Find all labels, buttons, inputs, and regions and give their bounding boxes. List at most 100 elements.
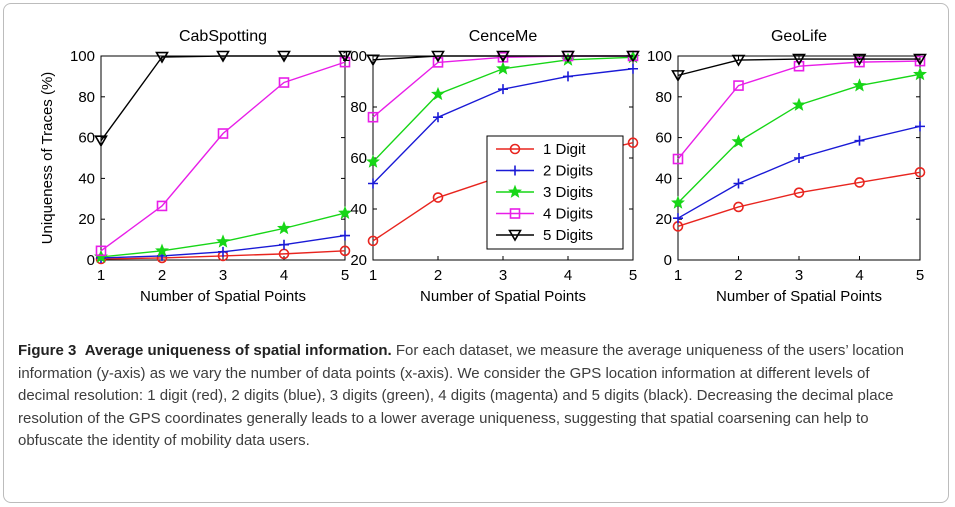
series-4-digits xyxy=(95,56,351,257)
legend-marker xyxy=(509,208,521,219)
series-line xyxy=(677,125,921,219)
figure-frame xyxy=(3,3,949,503)
data-point xyxy=(914,166,926,178)
y-tick-label: 20 xyxy=(350,252,367,269)
series-3-digits xyxy=(94,205,352,263)
series-1-digit xyxy=(672,166,926,232)
legend-marker xyxy=(509,143,521,155)
series-line xyxy=(372,55,633,61)
legend-item: 3 Digits xyxy=(496,184,593,201)
data-point xyxy=(216,50,230,63)
data-point xyxy=(915,121,925,132)
series-5-digits xyxy=(671,53,927,82)
data-point xyxy=(852,78,867,92)
y-tick-label: 100 xyxy=(647,48,672,65)
chart-panel-1: 1 2 3 4 5 0 20 40 60 80 100 CabSpotting Number of Sp… xyxy=(39,28,352,305)
x-axis-label: Number of Spatial Points xyxy=(140,288,306,305)
legend-marker xyxy=(510,165,520,176)
series-2-digits xyxy=(368,63,638,189)
data-point xyxy=(673,213,683,224)
legend-item: 4 Digits xyxy=(496,206,593,223)
x-tick-label: 5 xyxy=(341,267,349,284)
y-tick-label: 20 xyxy=(78,211,95,228)
data-point xyxy=(216,234,230,248)
data-point xyxy=(155,51,169,64)
caption-label: Figure 3 xyxy=(18,342,77,359)
y-tick-label: 80 xyxy=(350,99,367,116)
legend-label: 2 Digits xyxy=(543,163,593,180)
data-point xyxy=(340,230,350,241)
data-point xyxy=(367,235,379,247)
series-line xyxy=(100,55,345,142)
y-tick-label: 100 xyxy=(70,48,95,65)
data-point xyxy=(733,80,744,91)
legend-marker xyxy=(508,229,522,242)
data-point xyxy=(913,67,927,81)
x-tick-label: 3 xyxy=(219,267,227,284)
y-tick-label: 60 xyxy=(350,150,367,167)
data-point xyxy=(672,153,684,165)
x-tick-label: 1 xyxy=(369,267,377,284)
data-point xyxy=(671,70,685,82)
data-point xyxy=(432,57,444,68)
data-point xyxy=(628,63,638,74)
x-axis-label: Number of Spatial Points xyxy=(420,288,586,305)
legend-label: 4 Digits xyxy=(543,206,593,223)
data-point xyxy=(794,153,804,163)
data-point xyxy=(563,71,573,82)
x-tick-label: 2 xyxy=(734,267,742,284)
data-point xyxy=(561,50,575,63)
data-point xyxy=(733,201,744,213)
series-5-digits xyxy=(366,50,640,67)
legend: 1 Digit 2 Digits 3 Digits 4 Digits 5 Digits xyxy=(486,135,624,250)
legend-label: 1 Digit xyxy=(543,141,586,158)
data-point xyxy=(433,112,443,123)
data-point xyxy=(432,192,444,203)
legend-item: 2 Digits xyxy=(496,163,593,180)
data-point xyxy=(852,53,867,66)
y-tick-label: 20 xyxy=(655,211,672,228)
x-tick-label: 3 xyxy=(499,267,507,284)
chart-title: CabSpotting xyxy=(179,28,267,45)
data-point xyxy=(279,239,289,250)
data-point xyxy=(498,84,508,95)
caption-title: Average uniqueness of spatial informatio… xyxy=(84,342,392,359)
series-5-digits xyxy=(94,50,352,148)
x-tick-label: 2 xyxy=(158,267,166,284)
caption-text: For each dataset, we measure the average… xyxy=(18,342,904,449)
data-point xyxy=(792,53,806,66)
data-point xyxy=(366,54,380,67)
data-point xyxy=(733,178,744,189)
data-point xyxy=(626,50,640,63)
data-point xyxy=(431,86,445,101)
data-point xyxy=(278,77,290,88)
chart-panel-3: 1 2 3 4 5 0 20 40 60 80 100 GeoLife Number of Spatia… xyxy=(647,28,927,305)
y-tick-label: 40 xyxy=(78,170,95,187)
data-point xyxy=(94,135,108,148)
y-tick-label: 0 xyxy=(87,252,95,269)
data-point xyxy=(368,178,378,189)
data-point xyxy=(367,111,379,123)
x-tick-label: 5 xyxy=(916,267,924,284)
data-point xyxy=(155,243,169,257)
data-point xyxy=(627,137,639,148)
series-4-digits xyxy=(672,55,926,165)
chart-title: GeoLife xyxy=(771,28,827,45)
series-line xyxy=(677,73,921,204)
data-point xyxy=(277,221,291,235)
x-axis-label: Number of Spatial Points xyxy=(716,288,882,305)
data-point xyxy=(792,97,806,111)
data-point xyxy=(793,187,805,198)
series-line xyxy=(100,61,346,252)
y-tick-label: 80 xyxy=(78,89,95,106)
data-point xyxy=(338,205,352,220)
data-point xyxy=(218,246,228,257)
data-point xyxy=(854,56,865,68)
x-tick-label: 4 xyxy=(564,267,572,284)
figure-charts: 1 2 3 4 5 0 20 40 60 80 100 CabSpotting Number of Sp… xyxy=(39,28,927,305)
data-point xyxy=(217,128,229,139)
y-tick-label: 100 xyxy=(342,48,367,65)
x-tick-label: 1 xyxy=(97,267,105,284)
data-point xyxy=(339,56,351,68)
y-tick-label: 60 xyxy=(78,130,95,147)
